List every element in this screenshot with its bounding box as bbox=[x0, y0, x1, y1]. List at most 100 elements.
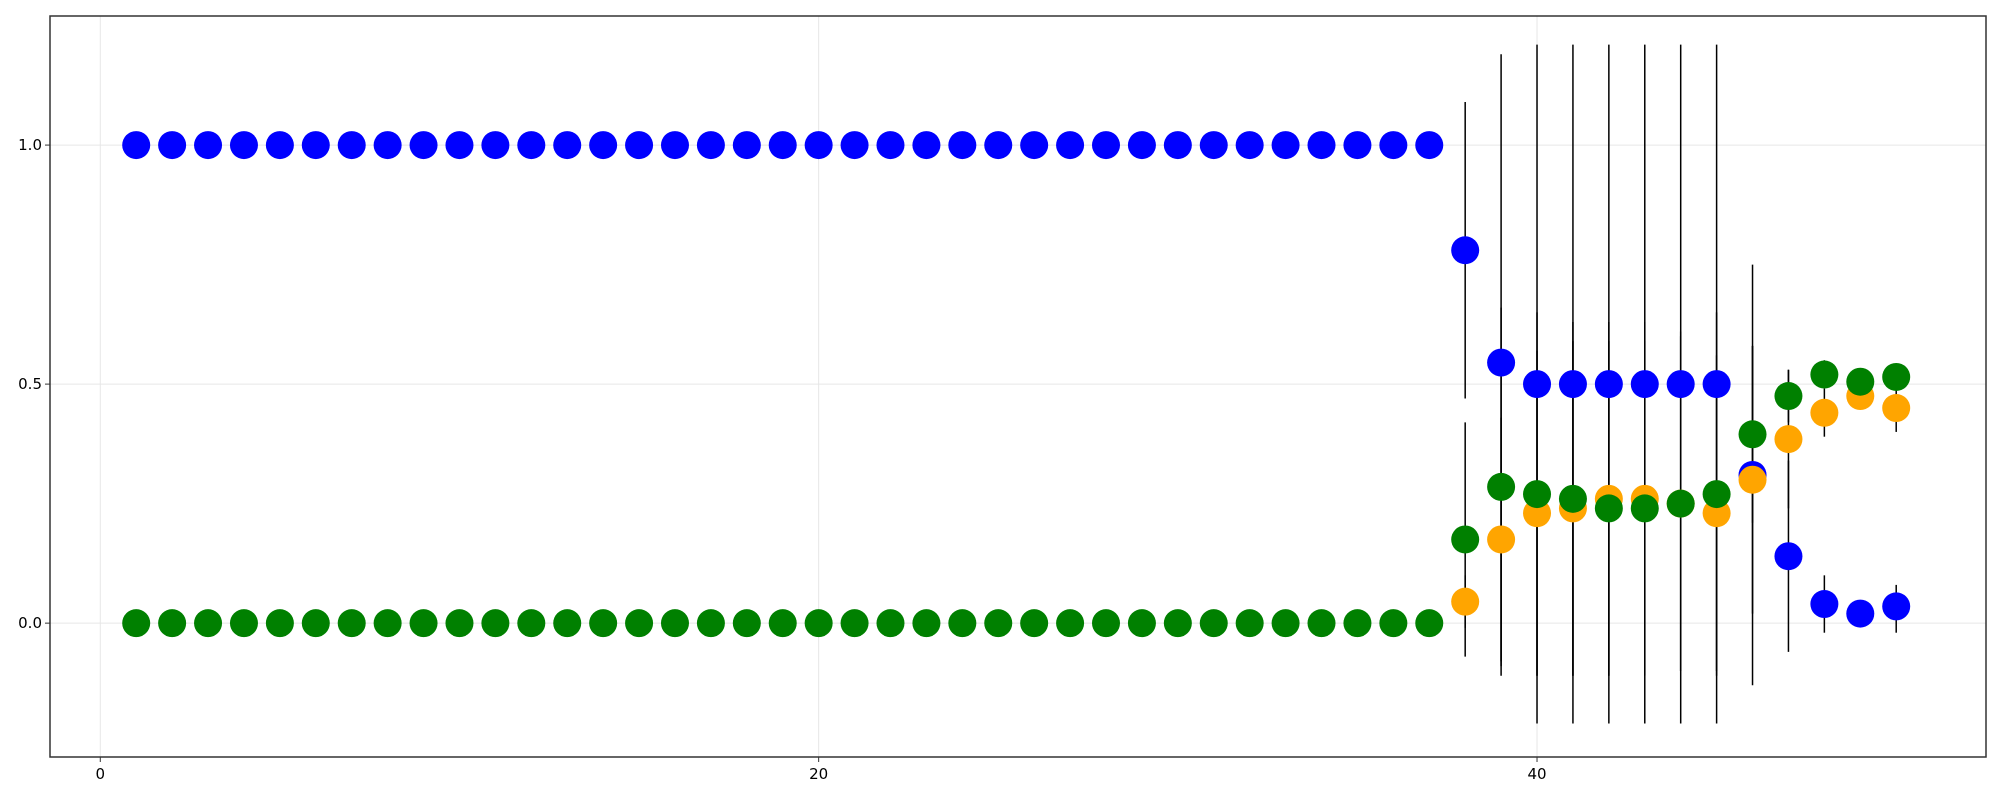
data-point bbox=[1810, 360, 1839, 389]
data-point bbox=[912, 131, 941, 160]
data-point bbox=[1307, 131, 1336, 160]
data-point bbox=[589, 609, 618, 638]
data-point bbox=[337, 609, 366, 638]
data-point bbox=[1594, 370, 1623, 399]
data-point bbox=[158, 131, 187, 160]
data-point bbox=[804, 131, 833, 160]
data-point bbox=[1630, 494, 1659, 523]
data-point bbox=[229, 609, 258, 638]
y-tick-label: 0.5 bbox=[18, 375, 42, 393]
data-point bbox=[732, 609, 761, 638]
data-point bbox=[1882, 362, 1911, 391]
data-point bbox=[265, 609, 294, 638]
series-group bbox=[122, 360, 1911, 638]
data-point bbox=[265, 131, 294, 160]
data-point bbox=[1415, 609, 1444, 638]
data-point bbox=[1666, 370, 1695, 399]
data-point bbox=[948, 131, 977, 160]
data-point bbox=[1163, 609, 1192, 638]
data-point bbox=[876, 131, 905, 160]
data-point bbox=[301, 609, 330, 638]
data-point bbox=[1738, 465, 1767, 494]
data-point bbox=[696, 609, 725, 638]
data-point bbox=[1379, 131, 1408, 160]
plot-frame bbox=[49, 15, 1987, 758]
data-point bbox=[517, 609, 546, 638]
data-point bbox=[301, 131, 330, 160]
data-point bbox=[1343, 131, 1372, 160]
data-point bbox=[1199, 609, 1228, 638]
data-point bbox=[1702, 370, 1731, 399]
data-point bbox=[1199, 131, 1228, 160]
data-point bbox=[1594, 494, 1623, 523]
data-point bbox=[1020, 131, 1049, 160]
data-point bbox=[553, 131, 582, 160]
data-point bbox=[1702, 480, 1731, 509]
data-point bbox=[840, 609, 869, 638]
data-point bbox=[1630, 370, 1659, 399]
data-point bbox=[1738, 420, 1767, 449]
data-point bbox=[1774, 425, 1803, 454]
data-point bbox=[445, 131, 474, 160]
data-point bbox=[229, 131, 258, 160]
data-point bbox=[589, 131, 618, 160]
data-point bbox=[768, 131, 797, 160]
data-point bbox=[1379, 609, 1408, 638]
data-point bbox=[445, 609, 474, 638]
x-tick-label: 20 bbox=[809, 765, 828, 783]
data-point bbox=[804, 609, 833, 638]
data-point bbox=[732, 131, 761, 160]
data-point bbox=[1846, 367, 1875, 396]
data-point bbox=[696, 131, 725, 160]
data-point bbox=[1558, 484, 1587, 513]
data-point bbox=[481, 131, 510, 160]
data-point bbox=[409, 131, 438, 160]
data-point bbox=[553, 609, 582, 638]
data-point bbox=[1343, 609, 1372, 638]
grid-lines bbox=[50, 16, 1986, 757]
data-point bbox=[1235, 131, 1264, 160]
data-point bbox=[1307, 609, 1336, 638]
data-points bbox=[122, 131, 1911, 638]
data-point bbox=[194, 609, 223, 638]
data-point bbox=[517, 131, 546, 160]
data-point bbox=[1487, 525, 1516, 554]
data-point bbox=[1774, 542, 1803, 571]
y-tick-label: 0.0 bbox=[18, 614, 42, 632]
data-point bbox=[1487, 472, 1516, 501]
data-point bbox=[1558, 370, 1587, 399]
data-point bbox=[948, 609, 977, 638]
data-point bbox=[1451, 587, 1480, 616]
data-point bbox=[1163, 131, 1192, 160]
data-point bbox=[840, 131, 869, 160]
data-point bbox=[373, 609, 402, 638]
data-point bbox=[122, 609, 151, 638]
data-point bbox=[876, 609, 905, 638]
data-point bbox=[625, 131, 654, 160]
y-tick-label: 1.0 bbox=[18, 136, 42, 154]
data-point bbox=[1056, 609, 1085, 638]
data-point bbox=[1020, 609, 1049, 638]
data-point bbox=[1846, 599, 1875, 628]
data-point bbox=[158, 609, 187, 638]
data-point bbox=[1451, 236, 1480, 265]
x-tick-label: 40 bbox=[1527, 765, 1546, 783]
data-point bbox=[1523, 370, 1552, 399]
data-point bbox=[1523, 480, 1552, 509]
data-point bbox=[1235, 609, 1264, 638]
data-point bbox=[1810, 590, 1839, 619]
data-point bbox=[1271, 609, 1300, 638]
data-point bbox=[409, 609, 438, 638]
data-point bbox=[194, 131, 223, 160]
data-point bbox=[1774, 382, 1803, 411]
data-point bbox=[660, 131, 689, 160]
axis-ticks: 0 20 40 0.0 0.5 1.0 bbox=[18, 136, 1546, 783]
data-point bbox=[1810, 398, 1839, 427]
data-point bbox=[912, 609, 941, 638]
data-point bbox=[625, 609, 654, 638]
data-point bbox=[1882, 394, 1911, 423]
data-point bbox=[1092, 609, 1120, 638]
data-point bbox=[1415, 131, 1444, 160]
series-group bbox=[122, 131, 1911, 628]
